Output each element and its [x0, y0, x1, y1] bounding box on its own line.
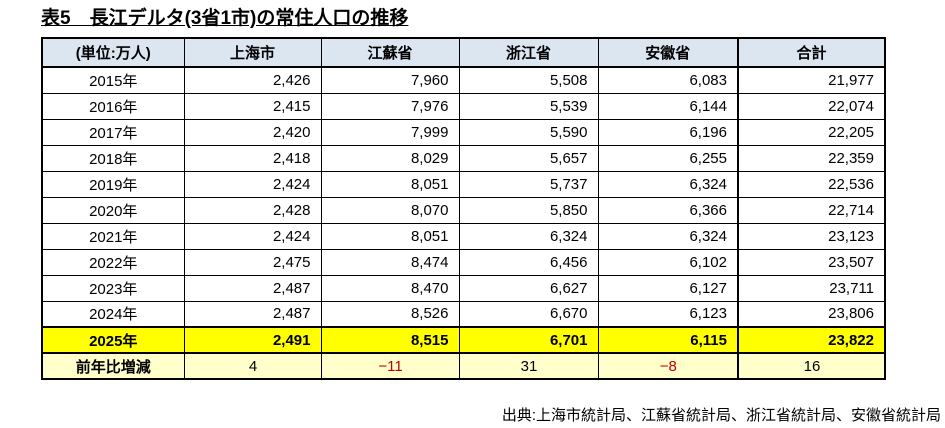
value-cell: 2,475 [183, 248, 322, 276]
value-cell: −11 [320, 352, 460, 380]
table-row: 2024年 2,487 8,526 6,670 6,123 23,806 [41, 300, 886, 328]
value-cell: 8,474 [320, 248, 460, 276]
row-label: 前年比増減 [41, 352, 185, 380]
value-cell: 31 [458, 352, 599, 380]
value-cell: 6,456 [458, 248, 599, 276]
value-cell: 22,714 [737, 196, 886, 224]
value-cell: 4 [183, 352, 322, 380]
column-header-shanghai: 上海市 [183, 37, 322, 68]
value-cell: 8,515 [320, 326, 460, 354]
column-header-unit: (単位:万人) [41, 37, 185, 68]
table-row: 2022年 2,475 8,474 6,456 6,102 23,507 [41, 248, 886, 276]
value-cell: 5,657 [458, 144, 599, 172]
value-cell: 2,415 [183, 92, 322, 120]
row-label: 2019年 [41, 170, 185, 198]
column-header-zhejiang: 浙江省 [458, 37, 599, 68]
table-row: 2019年 2,424 8,051 5,737 6,324 22,536 [41, 170, 886, 198]
value-cell: 2,491 [183, 326, 322, 354]
highlight-row-2025: 2025年 2,491 8,515 6,701 6,115 23,822 [41, 326, 886, 354]
value-cell: 23,711 [737, 274, 886, 302]
value-cell: 16 [737, 352, 886, 380]
value-cell: 6,324 [597, 170, 739, 198]
value-cell: 2,424 [183, 222, 322, 250]
source-note: 出典:上海市統計局、江蘇省統計局、浙江省統計局、安徽省統計局 [501, 407, 941, 424]
value-cell: 8,051 [320, 170, 460, 198]
value-cell: 6,627 [458, 274, 599, 302]
value-cell: 22,074 [737, 92, 886, 120]
value-cell: 23,806 [737, 300, 886, 328]
value-cell: 7,960 [320, 66, 460, 94]
row-label: 2023年 [41, 274, 185, 302]
value-cell: 6,324 [458, 222, 599, 250]
column-header-anhui: 安徽省 [597, 37, 739, 68]
value-cell: 6,255 [597, 144, 739, 172]
value-cell: 21,977 [737, 66, 886, 94]
value-cell: 2,426 [183, 66, 322, 94]
value-cell: 22,205 [737, 118, 886, 146]
value-cell: 8,029 [320, 144, 460, 172]
value-cell: −8 [597, 352, 739, 380]
population-table: (単位:万人) 上海市 江蘇省 浙江省 安徽省 合計 2015年 2,426 7,9… [41, 37, 886, 380]
value-cell: 23,507 [737, 248, 886, 276]
row-label: 2016年 [41, 92, 185, 120]
table-row: 2015年 2,426 7,960 5,508 6,083 21,977 [41, 66, 886, 94]
value-cell: 5,590 [458, 118, 599, 146]
row-label: 2018年 [41, 144, 185, 172]
value-cell: 7,999 [320, 118, 460, 146]
table-row: 2018年 2,418 8,029 5,657 6,255 22,359 [41, 144, 886, 172]
value-cell: 2,487 [183, 300, 322, 328]
value-cell: 2,428 [183, 196, 322, 224]
row-label: 2022年 [41, 248, 185, 276]
table-row: 2017年 2,420 7,999 5,590 6,196 22,205 [41, 118, 886, 146]
value-cell: 5,539 [458, 92, 599, 120]
row-label: 2021年 [41, 222, 185, 250]
value-cell: 5,850 [458, 196, 599, 224]
value-cell: 5,737 [458, 170, 599, 198]
value-cell: 8,051 [320, 222, 460, 250]
value-cell: 6,123 [597, 300, 739, 328]
value-cell: 6,115 [597, 326, 739, 354]
value-cell: 6,324 [597, 222, 739, 250]
table-header: (単位:万人) 上海市 江蘇省 浙江省 安徽省 合計 [41, 37, 886, 68]
value-cell: 6,670 [458, 300, 599, 328]
year-over-year-change-row: 前年比増減 4 −11 31 −8 16 [41, 352, 886, 380]
value-cell: 6,083 [597, 66, 739, 94]
table-row: 2020年 2,428 8,070 5,850 6,366 22,714 [41, 196, 886, 224]
value-cell: 6,144 [597, 92, 739, 120]
value-cell: 5,508 [458, 66, 599, 94]
row-label: 2025年 [41, 326, 185, 354]
column-header-jiangsu: 江蘇省 [320, 37, 460, 68]
header-row: (単位:万人) 上海市 江蘇省 浙江省 安徽省 合計 [41, 37, 886, 68]
value-cell: 22,359 [737, 144, 886, 172]
value-cell: 6,366 [597, 196, 739, 224]
value-cell: 6,127 [597, 274, 739, 302]
row-label: 2017年 [41, 118, 185, 146]
value-cell: 8,526 [320, 300, 460, 328]
value-cell: 6,196 [597, 118, 739, 146]
value-cell: 2,420 [183, 118, 322, 146]
value-cell: 2,424 [183, 170, 322, 198]
value-cell: 22,536 [737, 170, 886, 198]
row-label: 2020年 [41, 196, 185, 224]
value-cell: 7,976 [320, 92, 460, 120]
value-cell: 8,070 [320, 196, 460, 224]
table-row: 2021年 2,424 8,051 6,324 6,324 23,123 [41, 222, 886, 250]
value-cell: 23,822 [737, 326, 886, 354]
table-row: 2016年 2,415 7,976 5,539 6,144 22,074 [41, 92, 886, 120]
value-cell: 6,701 [458, 326, 599, 354]
value-cell: 2,487 [183, 274, 322, 302]
value-cell: 8,470 [320, 274, 460, 302]
value-cell: 2,418 [183, 144, 322, 172]
row-label: 2024年 [41, 300, 185, 328]
value-cell: 6,102 [597, 248, 739, 276]
table-row: 2023年 2,487 8,470 6,627 6,127 23,711 [41, 274, 886, 302]
table-body: 2015年 2,426 7,960 5,508 6,083 21,977 2016年 2,41… [41, 66, 886, 380]
column-header-total: 合計 [737, 37, 886, 68]
value-cell: 23,123 [737, 222, 886, 250]
page-title: 表5 長江デルタ(3省1市)の常住人口の推移 [41, 8, 409, 29]
row-label: 2015年 [41, 66, 185, 94]
